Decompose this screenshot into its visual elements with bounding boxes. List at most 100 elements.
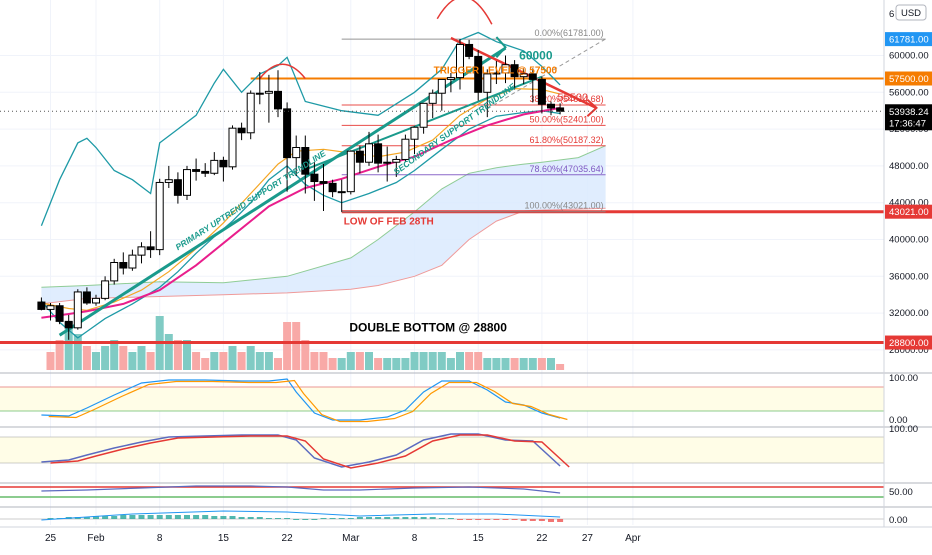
macd-histogram-bar [384, 517, 391, 519]
macd-histogram-bar [302, 519, 309, 520]
volume-bar [301, 340, 310, 370]
target-60000-label: 60000 [519, 49, 553, 63]
candle-body [292, 147, 301, 159]
projection-dashed [487, 38, 606, 110]
candle-body [301, 147, 310, 175]
macd-histogram-bar [83, 517, 90, 519]
price-tick-label: 48000.00 [889, 161, 929, 172]
macd-histogram-bar [47, 518, 54, 519]
macd-histogram-bar [193, 515, 200, 519]
candle-body [337, 191, 346, 194]
macd-histogram-bar [493, 519, 500, 520]
price-tick-label: 44000.00 [889, 198, 929, 209]
volume-bar [192, 352, 201, 370]
price-tick-label: 40000.00 [889, 235, 929, 246]
macd-histogram-bar [411, 517, 418, 519]
candle-body [446, 77, 455, 80]
current-price-badge [885, 104, 932, 131]
price-badge [885, 335, 932, 350]
double-bottom-label: DOUBLE BOTTOM @ 28800 [349, 321, 507, 335]
oscillator-tick-label: 50.00 [889, 487, 913, 498]
low-feb28-label: LOW OF FEB 28TH [344, 217, 434, 228]
volume-bar [556, 364, 565, 370]
volume-bar [264, 352, 273, 370]
candle-body [483, 73, 492, 93]
macd-histogram-bar [165, 515, 172, 519]
candle-body [73, 291, 82, 329]
volume-bar [146, 352, 155, 370]
candle-body [82, 291, 91, 304]
volume-bar [410, 352, 419, 370]
candle-body [328, 182, 337, 193]
price-tick-label: 56000.00 [889, 87, 929, 98]
time-tick-label: 22 [536, 533, 548, 544]
price-badge-label: 61781.00 [889, 35, 929, 46]
volume-bar [255, 352, 264, 370]
price-tick-label: 36000.00 [889, 271, 929, 282]
volume-bar [428, 352, 437, 370]
candle-body [355, 150, 364, 163]
oscillator-tick-label: 0.00 [889, 515, 908, 526]
macd-histogram-bar [356, 517, 363, 519]
currency-badge [895, 4, 927, 21]
price-badge [885, 204, 932, 219]
volume-bar [328, 358, 337, 370]
volume-bar [73, 334, 82, 370]
candle-body [428, 92, 437, 104]
macd-histogram-bar [548, 519, 554, 522]
volume-bar [237, 352, 246, 370]
countdown-label: 17:36:47 [889, 118, 926, 129]
candle-body [164, 179, 173, 183]
macd-histogram-bar [375, 517, 382, 519]
oscillator-tick-label: 0.00 [889, 415, 908, 426]
candle-body [537, 78, 546, 105]
price-badge-label: 43021.00 [889, 207, 929, 218]
volume-bar [419, 352, 428, 370]
candle-body [155, 181, 164, 251]
time-tick-label: Apr [625, 533, 641, 544]
volume-bar [528, 358, 537, 370]
macd-histogram-bar [247, 517, 254, 519]
candle-body [283, 108, 292, 159]
price-badge-label: 57500.00 [889, 74, 929, 85]
volume-bar [492, 358, 501, 370]
volume-bar [128, 352, 137, 370]
volume-bar [55, 340, 64, 370]
volume-bar [537, 358, 546, 370]
macd-histogram-bar [120, 515, 127, 519]
volume-bar [474, 352, 483, 370]
macd-histogram-bar [156, 515, 163, 519]
volume-bar [64, 322, 73, 370]
macd-histogram-bar [238, 517, 245, 519]
volume-bar [164, 334, 173, 370]
macd-histogram-bar [447, 518, 454, 519]
volume-bar [456, 352, 464, 370]
volume-bar [137, 346, 146, 370]
fib-label: 0.00%(61781.00) [535, 28, 604, 38]
volume-bar [201, 358, 210, 370]
macd-histogram-bar [502, 519, 509, 520]
candle-body [346, 150, 355, 193]
time-tick-label: 15 [218, 533, 230, 544]
volume-bar [310, 352, 319, 370]
volume-bar [82, 346, 91, 370]
target-55500-label: 55500 [558, 92, 589, 104]
macd-histogram-bar [174, 515, 181, 519]
macd-histogram-bar [184, 515, 190, 519]
volume-bar [346, 352, 355, 370]
candle-body [319, 181, 328, 184]
candle-body [128, 254, 137, 269]
candle-body [55, 305, 64, 322]
rsi-line [41, 485, 561, 494]
macd-histogram-bar [347, 518, 354, 519]
time-tick-label: 15 [473, 533, 485, 544]
candle-body [519, 73, 528, 78]
macd-histogram-bar [93, 516, 99, 519]
macd-histogram-bar [466, 519, 473, 520]
candle-body [383, 161, 392, 164]
primary-trendline-label: PRIMARY UPTREND SUPPORT TRENDLINE [174, 148, 328, 252]
volume-bar [392, 358, 401, 370]
macd-histogram-bar [147, 515, 154, 519]
